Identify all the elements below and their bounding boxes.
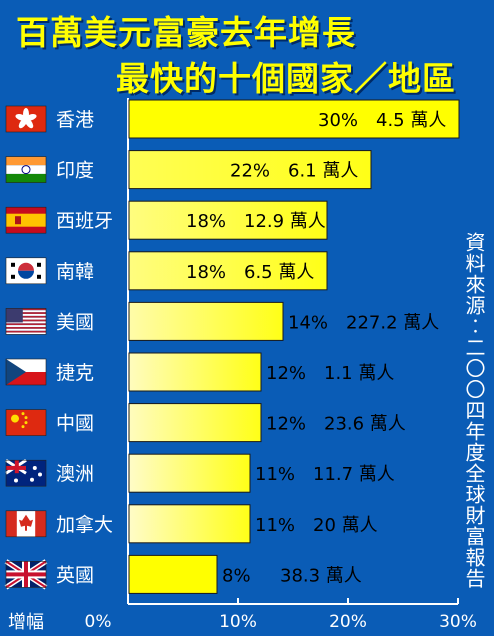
bar [128, 99, 460, 139]
category-label: 中國 [56, 413, 94, 435]
chart-title-line2: 最快的十個國家／地區 [116, 59, 456, 98]
value-label: 11% [255, 515, 295, 536]
category-label: 澳洲 [56, 463, 94, 485]
source-note: 資料來源︰二〇〇四年度全球財富報告 [462, 232, 486, 589]
category-label: 捷克 [56, 362, 94, 384]
millionaire-count-label: 12.9 萬人 [244, 211, 326, 232]
australia-flag-icon [5, 458, 47, 487]
bar [128, 453, 251, 493]
millionaire-count-label: 38.3 萬人 [280, 565, 362, 586]
millionaire-count-label: 20 萬人 [313, 515, 378, 536]
category-label: 美國 [56, 311, 94, 333]
millionaire-count-label: 6.5 萬人 [244, 262, 314, 283]
category-label: 加拿大 [56, 513, 113, 536]
millionaire-count-label: 6.1 萬人 [288, 161, 358, 182]
category-label: 英國 [56, 564, 94, 586]
x-tick-label: 0% [85, 612, 112, 632]
bar [128, 554, 218, 594]
x-axis-title: 增幅 [8, 612, 44, 633]
millionaire-count-label: 4.5 萬人 [376, 110, 446, 131]
value-label: 12% [266, 414, 306, 435]
chart-title-line1: 百萬美元富豪去年增長 [16, 13, 356, 52]
value-label: 18% [186, 262, 226, 283]
value-label: 22% [230, 161, 270, 182]
bar [128, 150, 372, 190]
x-tick-label: 10% [219, 612, 257, 632]
bar [128, 200, 328, 240]
china-flag-icon [5, 409, 47, 436]
bar [128, 504, 251, 544]
india-flag-icon [5, 156, 47, 183]
czech-flag-icon [5, 358, 47, 386]
canada-flag-icon [5, 510, 47, 538]
millionaire-count-label: 23.6 萬人 [324, 414, 406, 435]
uk-flag-icon [4, 559, 48, 590]
bar [128, 251, 328, 291]
hong-kong-flag-icon [5, 105, 47, 133]
value-label: 11% [255, 464, 295, 485]
usa-flag-icon [5, 308, 47, 335]
value-label: 14% [288, 312, 328, 333]
category-label: 香港 [56, 109, 94, 131]
value-label: 30% [318, 110, 358, 131]
value-label: 18% [186, 211, 226, 232]
millionaire-count-label: 11.7 萬人 [313, 464, 395, 485]
millionaire-count-label: 227.2 萬人 [346, 312, 439, 333]
value-label: 8% [222, 565, 251, 586]
x-tick-label: 30% [439, 612, 477, 632]
category-label: 南韓 [56, 261, 94, 283]
bar [128, 352, 262, 392]
south-korea-flag-icon [5, 257, 47, 285]
value-label: 12% [266, 363, 306, 384]
x-tick-label: 20% [329, 612, 367, 632]
bar [128, 403, 262, 443]
bar [128, 301, 284, 341]
millionaire-count-label: 1.1 萬人 [324, 363, 394, 384]
category-label: 印度 [56, 160, 94, 182]
category-label: 西班牙 [56, 210, 113, 232]
spain-flag-icon [5, 206, 47, 234]
